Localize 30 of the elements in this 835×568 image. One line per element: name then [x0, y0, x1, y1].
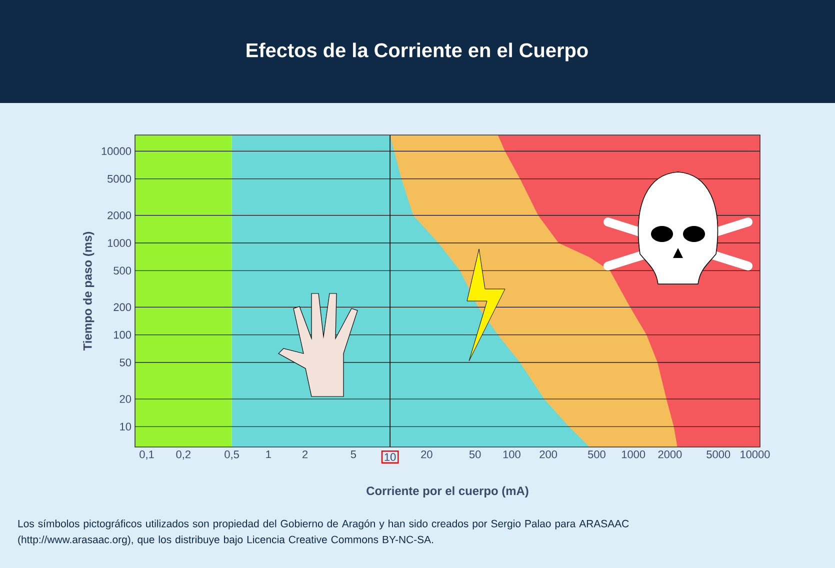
x-tick-label: 20	[421, 450, 432, 458]
x-tick-label: 0,1	[140, 450, 154, 460]
chart-title: Efectos de la Corriente en el Cuerpo	[246, 42, 588, 62]
y-tick-label: 100	[114, 330, 132, 339]
y-tick-label: 5000	[108, 174, 132, 183]
x-tick-label: 5	[350, 450, 356, 458]
x-tick-label: 1000	[622, 450, 646, 458]
text: Los símbolos pictográficos utilizados son propiedad del Gobierno de Aragón y han sido creados por Sergio Palao para ARASAAC (http://www.arasaac.org), que los distribuye bajo Licencia Creative Commons BY-NC-SA.	[18, 520, 629, 546]
y-tick-label: 200	[114, 303, 132, 312]
y-axis-title: Tiempo de paso (ms)	[83, 232, 94, 351]
x-tick-label: 100	[503, 450, 520, 458]
y-tick-label: 2000	[108, 211, 132, 220]
x-tick-label: 1	[266, 450, 271, 458]
x-tick-label: 2	[302, 450, 308, 458]
x-tick-label: 5000	[706, 450, 730, 458]
x-tick-label: 2000	[658, 450, 682, 458]
x-tick-label: 200	[540, 450, 558, 458]
x-tick-label: 500	[588, 450, 606, 458]
x-tick-label: 10000	[740, 450, 770, 458]
y-tick-label: 20	[120, 395, 132, 403]
x-tick-label: 0,2	[176, 450, 190, 460]
x-tick-label: 50	[469, 450, 481, 458]
y-tick-label: 1000	[108, 239, 132, 247]
x-tick-label: 0,5	[224, 450, 239, 460]
x-axis-title: Corriente por el cuerpo (mA)	[366, 486, 528, 498]
y-tick-label: 50	[120, 358, 132, 366]
y-tick-label: 10	[120, 422, 132, 431]
x-tick-label: 10	[384, 453, 396, 461]
y-tick-label: 500	[114, 266, 132, 275]
y-tick-label: 10000	[102, 147, 132, 156]
